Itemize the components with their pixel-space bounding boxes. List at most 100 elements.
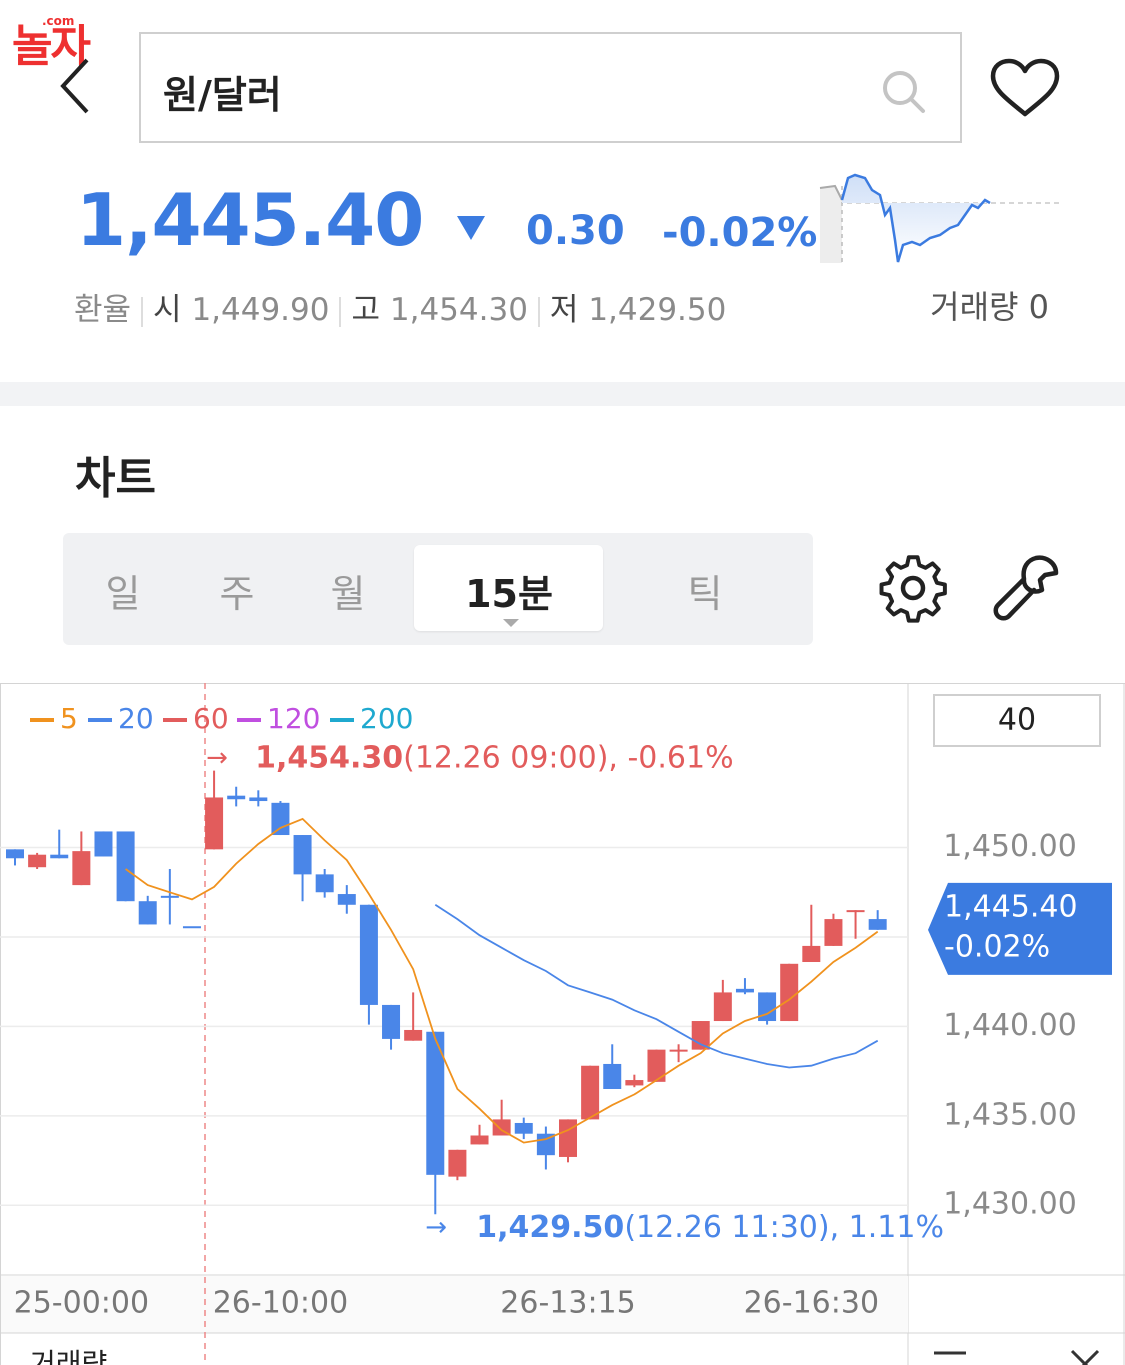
candle-body xyxy=(359,904,378,1005)
sparkline xyxy=(819,173,1060,266)
quote-details: 환율 시 1,449.90 고 1,454.30 저 1,429.50 xyxy=(74,284,726,329)
separator xyxy=(537,296,540,327)
sparkline-prev-area xyxy=(820,186,842,263)
settings-button[interactable] xyxy=(878,552,950,624)
y-tick-label: 1,430.00 xyxy=(943,1187,1077,1222)
search-box[interactable] xyxy=(139,32,962,143)
watermark-sub: .com xyxy=(42,14,75,28)
wrench-icon xyxy=(993,555,1059,621)
candle-body xyxy=(758,992,777,1022)
candle-body xyxy=(160,895,179,898)
visible-count: 40 xyxy=(998,703,1036,738)
grid xyxy=(0,846,908,1206)
tab[interactable]: 틱 xyxy=(687,572,723,616)
price-change: 0.30 xyxy=(526,208,625,254)
candle-body xyxy=(293,835,312,875)
max-detail: (12.26 09:00), -0.61% xyxy=(403,740,733,775)
heart-icon xyxy=(990,58,1060,117)
candle-body xyxy=(72,851,91,886)
candle-body xyxy=(271,802,290,836)
max-annotation: 1,454.30(12.26 09:00), -0.61% xyxy=(255,740,734,775)
search-handle xyxy=(909,97,925,113)
legend-label: 60 xyxy=(193,702,229,735)
candle-body xyxy=(315,874,334,893)
current-price: 1,445.40 xyxy=(944,889,1078,924)
candle-body xyxy=(625,1080,644,1086)
candle-body xyxy=(846,910,865,913)
y-tick-label: 1,440.00 xyxy=(943,1008,1077,1043)
legend-label: 120 xyxy=(267,702,320,735)
candle-body xyxy=(691,1021,710,1050)
x-tick-label: 26-13:15 xyxy=(500,1286,635,1321)
candle-body xyxy=(603,1063,622,1089)
gear-hole xyxy=(900,575,926,601)
x-tick-label: 26-16:30 xyxy=(744,1286,879,1321)
candle-body xyxy=(116,831,135,902)
candle-body xyxy=(735,988,754,993)
legend-label: 200 xyxy=(360,702,413,735)
price: 1,445.40 xyxy=(76,178,424,262)
candle-body xyxy=(205,797,224,850)
candle-body xyxy=(713,992,732,1022)
candle-body xyxy=(559,1119,577,1157)
gear-icon xyxy=(879,555,947,623)
back-icon xyxy=(60,58,89,114)
candle-body xyxy=(404,1029,423,1041)
high-value: 1,454.30 xyxy=(389,292,528,328)
search-icon[interactable] xyxy=(880,68,928,116)
chart: 40 거래량 1,450.001,445.001,440.001,435.001… xyxy=(0,683,1125,1365)
candle-body xyxy=(448,1149,467,1177)
legend-label: 20 xyxy=(118,702,154,735)
candle-body xyxy=(227,795,246,800)
back-button[interactable] xyxy=(55,55,95,117)
favorite-button[interactable] xyxy=(988,58,1062,120)
tab-dropdown xyxy=(503,619,519,627)
candle-body xyxy=(138,901,157,925)
min-arrow: → xyxy=(425,1213,447,1243)
tab[interactable]: 주 xyxy=(219,572,255,616)
tab[interactable]: 월 xyxy=(330,572,366,616)
volume: 거래량 0 xyxy=(930,288,1049,326)
candle-body xyxy=(337,894,356,905)
candle-body xyxy=(802,945,821,963)
close-icon[interactable] xyxy=(1070,1349,1100,1365)
x-tick-label: 25-00:00 xyxy=(14,1286,149,1321)
y-tick-label: 1,435.00 xyxy=(943,1097,1077,1132)
min-price: 1,429.50 xyxy=(476,1210,624,1245)
candle-body xyxy=(581,1065,600,1120)
legend-label: 5 xyxy=(60,702,78,735)
candle-body xyxy=(824,919,843,946)
moving-average-line xyxy=(125,817,879,1144)
sparkline-area xyxy=(842,175,990,262)
current-price-badge xyxy=(928,882,1112,975)
x-tick-label: 26-10:00 xyxy=(213,1286,348,1321)
candle-body xyxy=(492,1119,511,1136)
sparkline-line xyxy=(840,173,991,263)
candle-body xyxy=(647,1049,666,1082)
candle-body xyxy=(426,1031,445,1175)
time-axis-band xyxy=(1,1276,908,1333)
max-price: 1,454.30 xyxy=(255,740,403,775)
low-label: 저 xyxy=(549,292,579,328)
max-arrow: → xyxy=(206,743,228,773)
search-query: 원/달러 xyxy=(163,73,282,117)
candle-body xyxy=(28,854,47,868)
candle-body xyxy=(50,854,69,859)
candle-body xyxy=(249,797,268,802)
separator xyxy=(339,296,342,327)
tab[interactable]: 일 xyxy=(105,572,141,616)
candle-body xyxy=(182,926,201,929)
tool-button[interactable] xyxy=(990,553,1062,623)
open-value: 1,449.90 xyxy=(191,292,330,328)
tab[interactable]: 15분 xyxy=(465,572,553,616)
down-arrow xyxy=(457,216,485,240)
watermark: 놀자 xyxy=(12,21,91,72)
candle-body xyxy=(382,1004,401,1039)
candle-body xyxy=(94,831,113,857)
count-box[interactable] xyxy=(933,694,1101,747)
rate-label: 환율 xyxy=(74,292,132,328)
section-title: 차트 xyxy=(75,453,156,504)
down-arrow-shape xyxy=(457,216,485,240)
section-divider xyxy=(0,382,1125,406)
